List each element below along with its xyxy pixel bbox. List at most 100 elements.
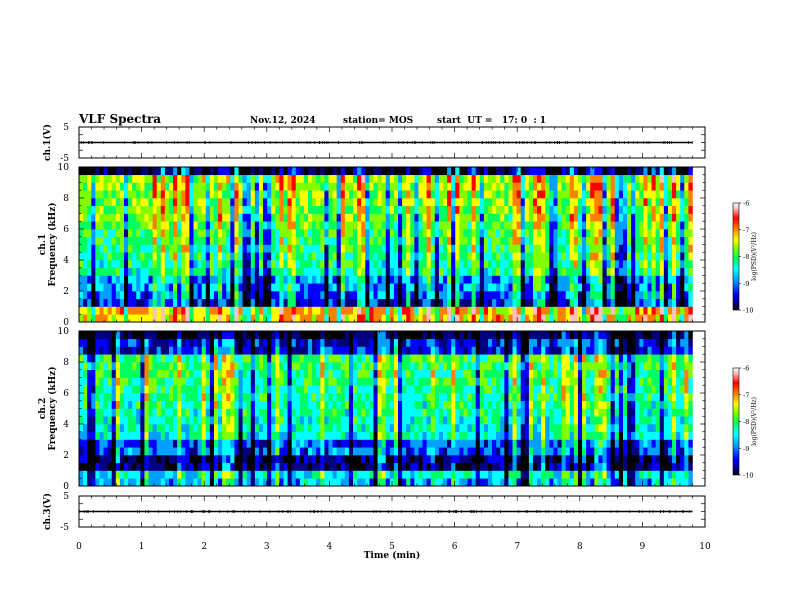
spectrogram-cell (393, 167, 399, 176)
spectrogram-cell (361, 331, 366, 340)
spectrogram-cell (238, 362, 243, 371)
spectrogram-cell (295, 291, 301, 300)
spectrogram-cell (119, 229, 125, 238)
spectrogram-cell (250, 331, 256, 340)
spectrogram-cell (275, 198, 280, 207)
spectrogram-cell (627, 306, 632, 315)
spectrogram-cell (688, 167, 693, 176)
spectrogram-cell (459, 275, 464, 284)
spectrogram-cell (254, 260, 260, 269)
spectrogram-cell (610, 213, 616, 222)
spectrogram-cell (528, 221, 534, 230)
spectrogram-cell (205, 244, 211, 253)
spectrogram-cell (410, 244, 415, 253)
spectrogram-cell (684, 291, 689, 300)
spectrogram-cell (160, 478, 166, 487)
spectrogram-cell (246, 377, 252, 386)
spectrogram-cell (528, 283, 534, 292)
spectrogram-cell (553, 260, 558, 269)
spectrogram-cell (348, 377, 354, 386)
spectrogram-cell (393, 306, 399, 315)
spectrogram-cell (479, 221, 485, 230)
spectrogram-cell (123, 229, 129, 238)
spectrogram-cell (185, 346, 190, 355)
spectrogram-cell (336, 306, 342, 315)
spectrogram-cell (242, 362, 247, 371)
spectrogram-cell (324, 455, 329, 464)
spectrogram-cell (128, 229, 133, 238)
spectrogram-cell (205, 331, 211, 340)
spectrogram-cell (279, 447, 284, 456)
spectrogram-cell (340, 298, 346, 307)
spectrogram-cell (218, 283, 223, 292)
spectrogram-cell (496, 283, 501, 292)
spectrogram-cell (267, 369, 272, 378)
spectrogram-cell (430, 306, 436, 315)
spectrogram-cell (340, 424, 346, 433)
spectrogram-cell (271, 260, 276, 269)
spectrogram-cell (230, 198, 235, 207)
spectrogram-cell (541, 283, 546, 292)
spectrogram-cell (532, 236, 538, 245)
spectrogram-cell (246, 229, 252, 238)
spectrogram-cell (455, 306, 460, 315)
spectrogram-cell (365, 369, 370, 378)
spectrogram-cell (119, 167, 125, 176)
spectrogram-cell (594, 260, 599, 269)
spectrogram-cell (381, 455, 387, 464)
spectrogram-cell (107, 198, 113, 207)
spectrogram-cell (83, 439, 88, 448)
spectrogram-cell (91, 205, 96, 214)
spectrogram-cell (254, 424, 260, 433)
spectrogram-cell (156, 236, 162, 245)
spectrogram-cell (283, 283, 288, 292)
spectrogram-cell (541, 198, 546, 207)
spectrogram-cell (189, 400, 194, 409)
spectrogram-cell (230, 331, 235, 340)
spectrogram-cell (463, 213, 468, 222)
spectrogram-cell (152, 291, 158, 300)
spectrogram-cell (639, 167, 644, 176)
spectrogram-cell (230, 229, 235, 238)
spectrogram-cell (168, 331, 174, 340)
spectrogram-cell (532, 260, 538, 269)
spectrogram-cell (353, 306, 358, 315)
spectrogram-cell (627, 236, 632, 245)
spectrogram-cell (557, 190, 562, 199)
spectrogram-cell (148, 393, 153, 402)
spectrogram-cell (144, 213, 149, 222)
spectrogram-cell (312, 455, 317, 464)
spectrogram-cell (250, 338, 256, 347)
spectrogram-cell (287, 283, 292, 292)
spectrogram-cell (430, 314, 436, 323)
spectrogram-cell (144, 478, 149, 487)
spectrogram-cell (160, 424, 166, 433)
spectrogram-cell (271, 198, 276, 207)
spectrogram-cell (340, 267, 346, 276)
spectrogram-cell (291, 455, 297, 464)
spectrogram-cell (173, 236, 178, 245)
spectrogram-cell (328, 431, 333, 440)
spectrogram-cell (303, 283, 309, 292)
spectrogram-cell (303, 298, 309, 307)
spectrogram-cell (95, 314, 100, 323)
spectrogram-cell (553, 275, 558, 284)
spectrogram-cell (222, 298, 227, 307)
spectrogram-cell (532, 174, 538, 183)
spectrogram-cell (398, 431, 403, 440)
spectrogram-cell (467, 221, 472, 230)
spectrogram-cell (324, 385, 329, 394)
spectrogram-cell (353, 190, 358, 199)
spectrogram-cell (336, 424, 342, 433)
spectrogram-cell (402, 205, 407, 214)
spectrogram-cell (193, 213, 198, 222)
spectrogram-cell (475, 244, 481, 253)
spectrogram-cell (332, 338, 337, 347)
spectrogram-cell (348, 338, 354, 347)
spectrogram-cell (365, 174, 370, 183)
spectrogram-cell (622, 205, 628, 214)
spectrogram-cell (185, 362, 190, 371)
spectrogram-cell (136, 182, 141, 191)
spectrogram-cell (635, 314, 640, 323)
spectrogram-cell (344, 447, 350, 456)
